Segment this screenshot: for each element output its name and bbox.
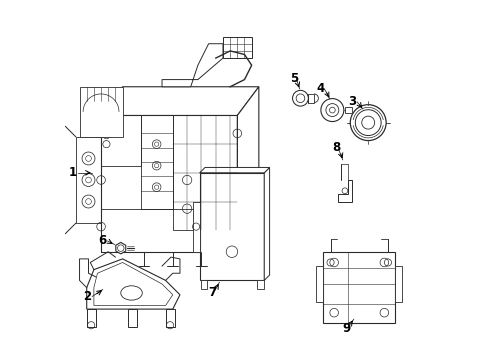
- Text: 9: 9: [342, 322, 350, 335]
- Text: 6: 6: [98, 234, 106, 247]
- Polygon shape: [80, 87, 122, 137]
- Circle shape: [292, 90, 308, 106]
- Text: 2: 2: [82, 290, 91, 303]
- Text: 4: 4: [316, 82, 325, 95]
- Polygon shape: [223, 37, 251, 58]
- Circle shape: [320, 99, 343, 122]
- Text: 7: 7: [208, 287, 216, 300]
- Polygon shape: [101, 87, 258, 116]
- Polygon shape: [86, 259, 180, 309]
- Circle shape: [349, 105, 386, 140]
- Polygon shape: [116, 242, 125, 254]
- Text: 8: 8: [331, 141, 340, 154]
- Text: 1: 1: [69, 166, 77, 179]
- Polygon shape: [344, 107, 351, 113]
- Polygon shape: [162, 44, 223, 87]
- Polygon shape: [192, 202, 199, 252]
- Polygon shape: [257, 280, 264, 289]
- Polygon shape: [323, 252, 394, 323]
- Polygon shape: [86, 309, 96, 327]
- Polygon shape: [337, 180, 351, 202]
- Polygon shape: [101, 116, 237, 252]
- Text: 5: 5: [289, 72, 298, 85]
- Polygon shape: [316, 266, 323, 302]
- Polygon shape: [264, 167, 269, 280]
- Polygon shape: [199, 173, 264, 280]
- Polygon shape: [237, 87, 258, 252]
- Polygon shape: [199, 167, 269, 173]
- Polygon shape: [165, 309, 174, 327]
- Polygon shape: [308, 94, 313, 103]
- Polygon shape: [201, 280, 206, 289]
- Polygon shape: [394, 266, 402, 302]
- Text: 3: 3: [347, 95, 355, 108]
- Polygon shape: [128, 309, 137, 327]
